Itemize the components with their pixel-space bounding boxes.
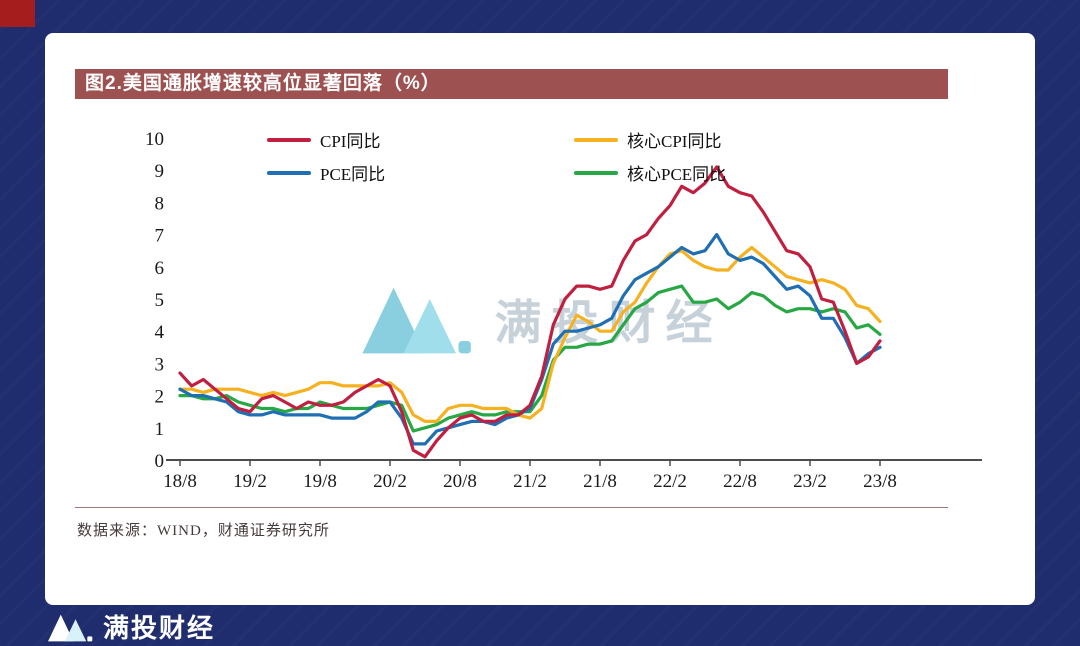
brand-name: 满投财经 [103, 613, 216, 643]
y-tick-label: 7 [155, 226, 165, 247]
x-tick-label: 19/8 [303, 471, 337, 492]
x-tick-label: 23/2 [793, 471, 827, 492]
legend-swatch [574, 170, 618, 175]
legend-item: 核心CPI同比 [574, 125, 726, 154]
x-tick-label: 20/8 [443, 471, 477, 492]
x-tick-label: 23/8 [863, 471, 897, 492]
legend-item: CPI同比 [267, 125, 574, 154]
legend-label: CPI同比 [320, 132, 381, 151]
y-tick-label: 1 [155, 419, 165, 440]
legend-item: PCE同比 [267, 158, 574, 187]
source-text: 数据来源：WIND，财通证券研究所 [77, 523, 330, 539]
y-tick-label: 6 [155, 258, 165, 279]
series-line-0 [178, 165, 882, 459]
x-tick-label: 18/8 [163, 471, 197, 492]
y-tick-label: 9 [155, 161, 165, 182]
brand-m-logo-icon [48, 614, 93, 641]
x-tick-label: 20/2 [373, 471, 407, 492]
legend-swatch [267, 137, 311, 142]
x-tick-label: 21/2 [513, 471, 547, 492]
y-tick-label: 5 [155, 290, 165, 311]
inflation-line-chart: 0 1 2 3 4 5 6 7 8 9 10 18/8 19/2 19/8 20/2 20/8 21/2 21/8… [145, 129, 982, 492]
footer-brand: 满投财经 [46, 608, 215, 645]
y-tick-label: 8 [155, 193, 165, 214]
x-tick-label: 19/2 [233, 471, 267, 492]
x-tick-label: 22/8 [723, 471, 757, 492]
y-tick-label: 10 [145, 129, 164, 150]
series-line-2 [178, 232, 882, 446]
y-tick-label: 4 [155, 322, 165, 343]
legend-swatch [574, 137, 618, 142]
source-divider [75, 507, 948, 508]
series-line-1 [178, 245, 882, 423]
x-tick-label: 21/8 [583, 471, 617, 492]
legend-label: PCE同比 [320, 165, 386, 184]
legend-item: 核心PCE同比 [574, 158, 726, 187]
x-tick-label: 22/2 [653, 471, 687, 492]
y-tick-label: 3 [155, 354, 165, 375]
legend-swatch [267, 170, 311, 175]
y-tick-label: 2 [155, 387, 165, 408]
y-tick-label: 0 [155, 451, 165, 472]
legend-label: 核心CPI同比 [627, 132, 722, 151]
chart-legend: CPI同比 核心CPI同比 PCE同比 核心PCE同比 [267, 125, 726, 187]
legend-label: 核心PCE同比 [627, 165, 727, 184]
figure-title: 图2.美国通胀增速较高位显著回落（%） [85, 73, 441, 94]
figure-title-bar: 图2.美国通胀增速较高位显著回落（%） [75, 69, 948, 99]
figure-card: 图2.美国通胀增速较高位显著回落（%） CPI同比 核心CPI同比 PCE同比 核心P… [45, 33, 1035, 605]
corner-accent [0, 0, 35, 27]
